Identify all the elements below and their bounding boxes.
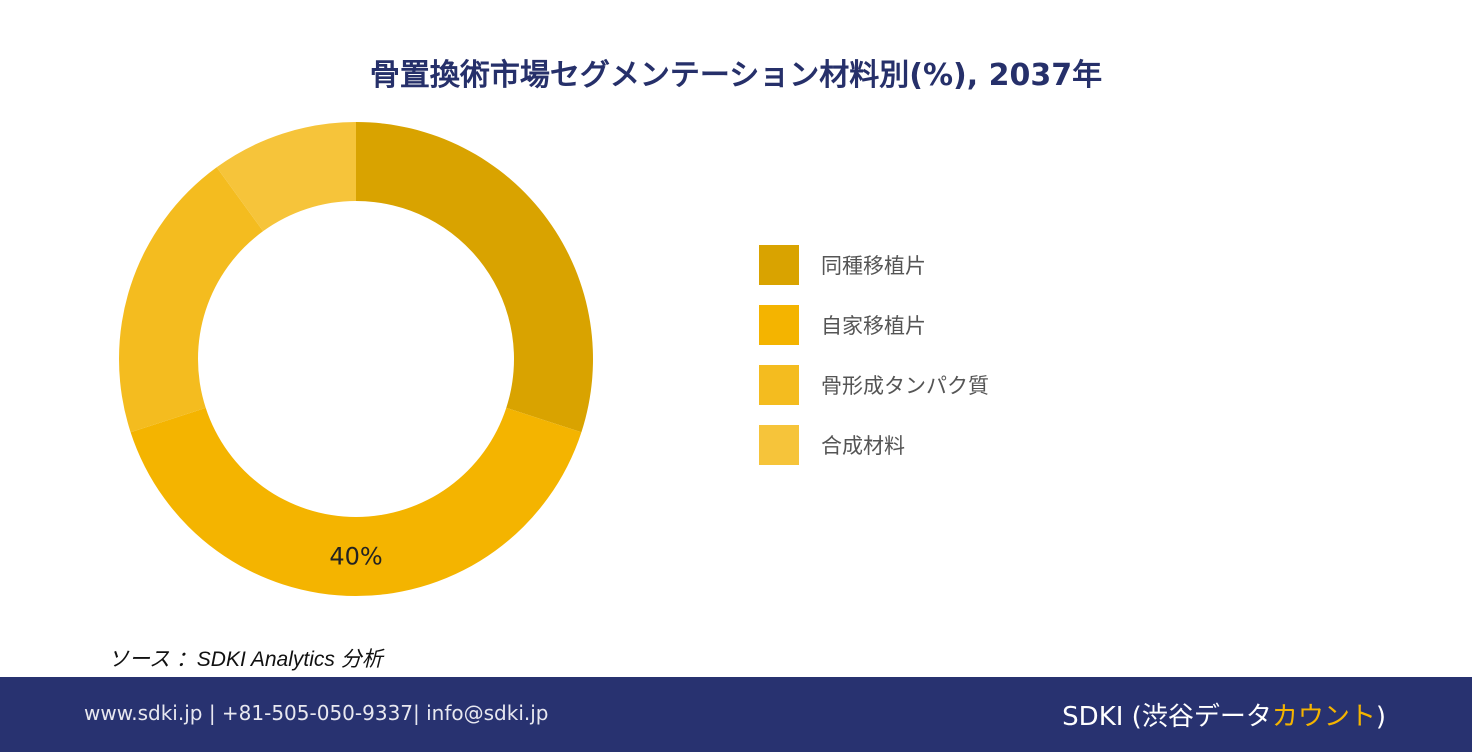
chart-title: 骨置換術市場セグメンテーション材料別(%), 2037年 (369, 58, 1103, 93)
legend-swatch (759, 365, 799, 405)
brand-suffix: ) (1375, 702, 1386, 732)
legend-swatch (759, 305, 799, 345)
legend-label: 骨形成タンパク質 (821, 374, 989, 398)
legend-item[interactable]: 同種移植片 (759, 245, 989, 285)
footer-contact: www.sdki.jp | +81-505-050-9337| info@sdk… (84, 701, 549, 725)
legend-item[interactable]: 骨形成タンパク質 (759, 365, 989, 405)
brand-prefix: SDKI (渋谷データ (1062, 702, 1272, 732)
footer-bar: www.sdki.jp | +81-505-050-9337| info@sdk… (0, 677, 1472, 752)
source-note: ソース ：SDKI Analytics 分析 (108, 648, 383, 671)
legend-item[interactable]: 合成材料 (759, 425, 989, 465)
legend-swatch (759, 245, 799, 285)
data-label: 40% (329, 543, 382, 571)
chart-legend: 同種移植片 自家移植片 骨形成タンパク質 合成材料 (759, 245, 989, 485)
donut-slice[interactable] (216, 122, 356, 232)
donut-slice[interactable] (119, 167, 264, 433)
legend-swatch (759, 425, 799, 465)
brand-accent: カウント (1271, 702, 1376, 732)
donut-slice[interactable] (356, 122, 593, 433)
donut-slice[interactable] (130, 407, 582, 596)
legend-label: 合成材料 (821, 434, 905, 458)
footer-brand: SDKI (渋谷データカウント) (1062, 696, 1386, 733)
legend-item[interactable]: 自家移植片 (759, 305, 989, 345)
donut-chart: 40% (119, 122, 593, 596)
legend-label: 同種移植片 (821, 254, 926, 278)
legend-label: 自家移植片 (821, 314, 926, 338)
